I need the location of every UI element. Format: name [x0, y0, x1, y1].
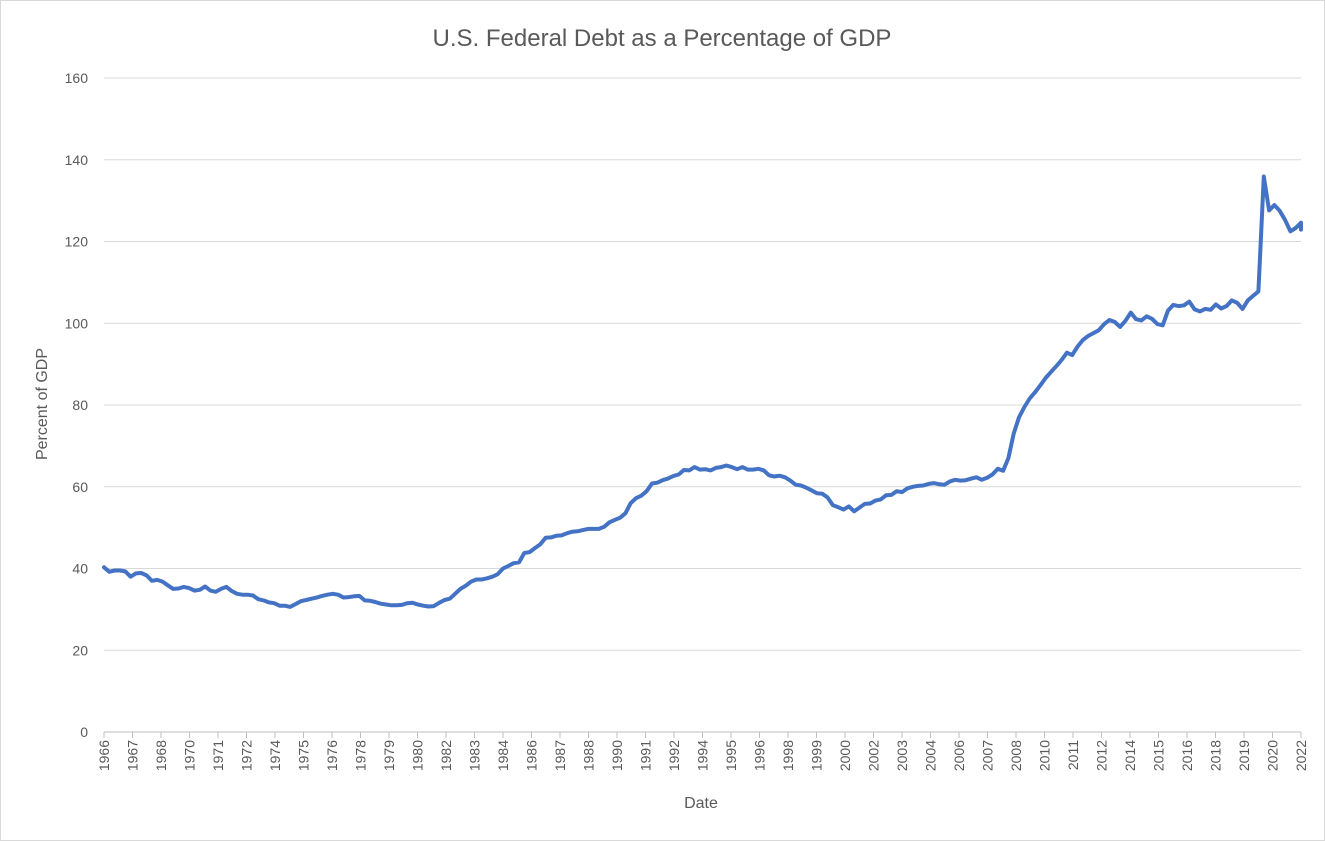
x-tick-label: 1988	[581, 740, 597, 771]
x-tick-label: 2015	[1151, 740, 1167, 771]
x-tick-label: 2002	[866, 740, 882, 771]
y-axis-title: Percent of GDP	[34, 348, 51, 460]
x-tick-label: 2006	[951, 740, 967, 771]
x-tick-label: 2012	[1094, 740, 1110, 771]
y-tick-label: 20	[72, 642, 88, 658]
x-tick-label: 1967	[125, 740, 141, 771]
y-tick-label: 0	[80, 724, 88, 740]
gridlines	[104, 77, 1301, 651]
x-tick-label: 1998	[780, 740, 796, 771]
chart-title: U.S. Federal Debt as a Percentage of GDP	[433, 25, 892, 52]
y-tick-label: 60	[72, 479, 88, 495]
x-tick-label: 1983	[467, 740, 483, 771]
y-tick-label: 80	[72, 397, 88, 413]
y-tick-label: 160	[65, 70, 89, 86]
x-tick-label: 1995	[723, 740, 739, 771]
x-tick-label: 1991	[638, 740, 654, 771]
y-tick-label: 120	[65, 234, 89, 250]
y-axis-tick-labels: 0 20 40 60 80 100 120 140 160	[65, 70, 89, 740]
x-tick-label: 2016	[1179, 740, 1195, 771]
x-tick-label: 1972	[239, 740, 255, 771]
x-tick-label: 1999	[809, 740, 825, 771]
x-tick-label: 1966	[96, 740, 112, 771]
x-tick-label: 1980	[410, 740, 426, 771]
x-axis-tick-labels: 1966 1967 1968 1970 1971 1972 1974 1975 1976 1978…	[96, 732, 1309, 771]
x-tick-label: 2010	[1037, 740, 1053, 771]
x-tick-label: 1971	[210, 740, 226, 771]
x-tick-label: 2018	[1208, 740, 1224, 771]
x-tick-label: 1976	[324, 740, 340, 771]
x-tick-label: 1987	[552, 740, 568, 771]
x-tick-label: 1974	[267, 740, 283, 771]
x-tick-label: 1982	[438, 740, 454, 771]
x-tick-label: 2003	[894, 740, 910, 771]
x-tick-label: 2004	[923, 740, 939, 771]
x-tick-label: 2007	[980, 740, 996, 771]
x-tick-label: 1970	[182, 740, 198, 771]
x-tick-label: 1978	[353, 740, 369, 771]
x-tick-label: 1979	[381, 740, 397, 771]
x-tick-label: 1968	[153, 740, 169, 771]
x-tick-label: 2008	[1008, 740, 1024, 771]
x-tick-label: 1984	[495, 740, 511, 771]
x-tick-label: 2011	[1065, 740, 1081, 770]
x-tick-label: 1990	[609, 740, 625, 771]
x-tick-label: 2000	[837, 740, 853, 771]
x-tick-label: 2019	[1236, 740, 1252, 771]
x-tick-label: 1992	[666, 740, 682, 771]
series-layer	[102, 174, 1303, 609]
y-tick-label: 40	[72, 561, 88, 577]
x-tick-label: 1996	[752, 740, 768, 771]
y-tick-label: 100	[65, 315, 89, 331]
x-axis-title: Date	[684, 795, 718, 812]
y-tick-label: 140	[65, 152, 89, 168]
x-tick-label: 2020	[1265, 740, 1281, 771]
x-tick-label: 1986	[524, 740, 540, 771]
debt-gdp-series-line	[102, 174, 1303, 609]
x-tick-label: 1994	[695, 740, 711, 771]
x-tick-label: 2022	[1293, 740, 1309, 771]
x-tick-label: 1975	[296, 740, 312, 771]
x-tick-label: 2014	[1122, 740, 1138, 771]
